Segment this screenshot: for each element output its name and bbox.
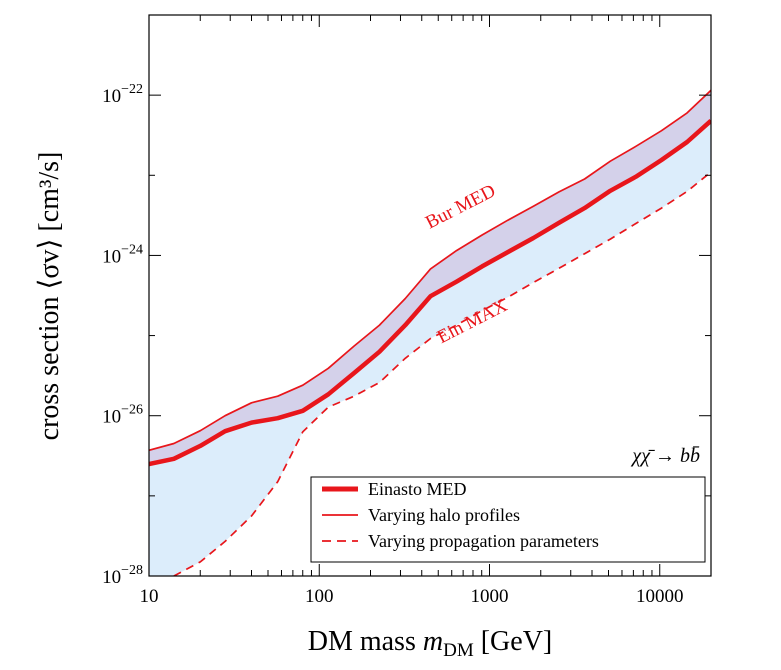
legend-label-varying-halo-profiles: Varying halo profiles: [368, 505, 520, 525]
legend-box: [310, 476, 706, 563]
tick-labels: 10 100 1000 10000 10−28 10−26 10−24 10−22: [102, 82, 683, 607]
y-tick-label: 10−26: [102, 403, 143, 428]
legend-label-einasto-med: Einasto MED: [368, 479, 467, 499]
x-tick-label: 10: [140, 586, 159, 607]
axis-ticks: [148, 14, 712, 577]
channel-text: χχ̄ → bb̄: [630, 445, 700, 467]
series-varying-propagation-parameters: [173, 171, 711, 576]
series-varying-halo-profiles: [149, 89, 711, 452]
channel-label: χχ̄ → bb̄: [630, 445, 700, 467]
y-tick-label: 10−22: [102, 82, 143, 107]
x-axis-title: DM mass mDM [GeV]: [308, 626, 553, 661]
legend: Einasto MED Varying halo profiles Varying …: [310, 476, 706, 563]
x-tick-label: 1000: [470, 586, 508, 607]
series-lines: [149, 89, 711, 576]
y-tick-label: 10−28: [102, 563, 143, 588]
band-propagation: [149, 120, 711, 576]
annotation-bur-med: Bur MED: [422, 180, 499, 233]
x-tick-label: 100: [305, 586, 334, 607]
band-halo: [149, 90, 711, 465]
y-tick-label: 10−24: [102, 242, 143, 267]
x-tick-label: 10000: [636, 586, 684, 607]
shaded-bands: [149, 90, 711, 576]
plot-frame: [148, 14, 712, 577]
y-axis-title: cross section ⟨σv⟩ [cm³/s]: [34, 152, 65, 441]
axis-titles: DM mass mDM [GeV] cross section ⟨σv⟩ [cm³…: [34, 152, 552, 661]
legend-label-varying-propagation-parameters: Varying propagation parameters: [368, 531, 599, 551]
